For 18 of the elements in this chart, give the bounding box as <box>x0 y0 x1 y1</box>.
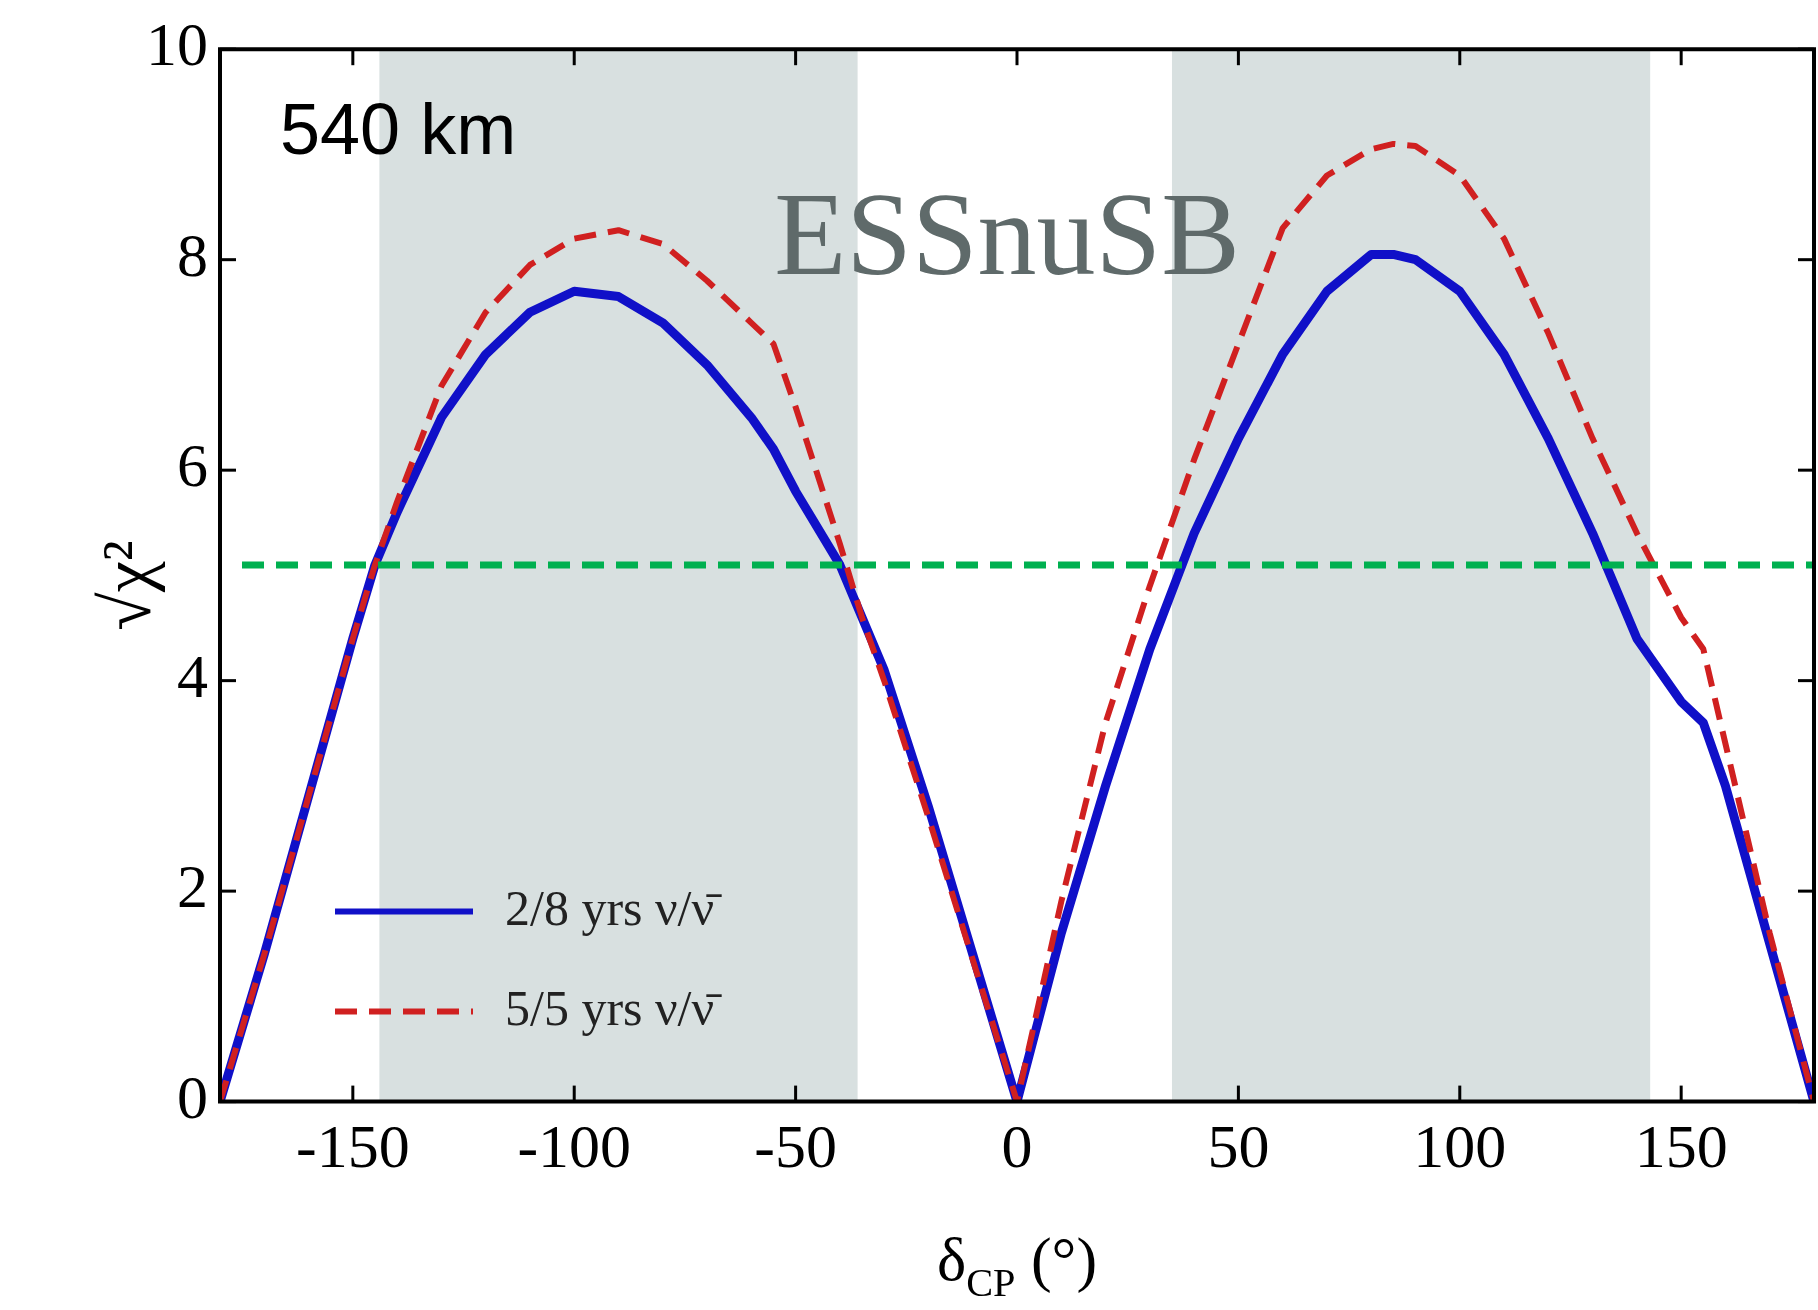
x-tick-label: 50 <box>1207 1112 1270 1181</box>
y-tick-label: 0 <box>177 1062 208 1131</box>
y-axis-title: √χ² <box>88 540 165 631</box>
legend-label: 2/8 yrs ν/ν̄ <box>505 879 723 936</box>
y-tick-label: 10 <box>146 10 208 79</box>
x-tick-label: 150 <box>1634 1112 1728 1181</box>
y-tick-label: 2 <box>177 852 208 921</box>
x-tick-label: -100 <box>517 1112 632 1181</box>
y-tick-label: 6 <box>177 431 208 500</box>
legend-label: 5/5 yrs ν/ν̄ <box>505 979 723 1036</box>
y-tick-label: 8 <box>177 220 208 289</box>
x-tick-label: 0 <box>1001 1112 1033 1181</box>
x-tick-label: -150 <box>296 1112 410 1181</box>
annotation: ESSnuSB <box>774 169 1240 301</box>
x-tick-label: -50 <box>754 1112 837 1181</box>
x-tick-label: 100 <box>1413 1112 1507 1181</box>
annotation: 540 km <box>280 89 517 170</box>
y-tick-label: 4 <box>177 641 208 710</box>
